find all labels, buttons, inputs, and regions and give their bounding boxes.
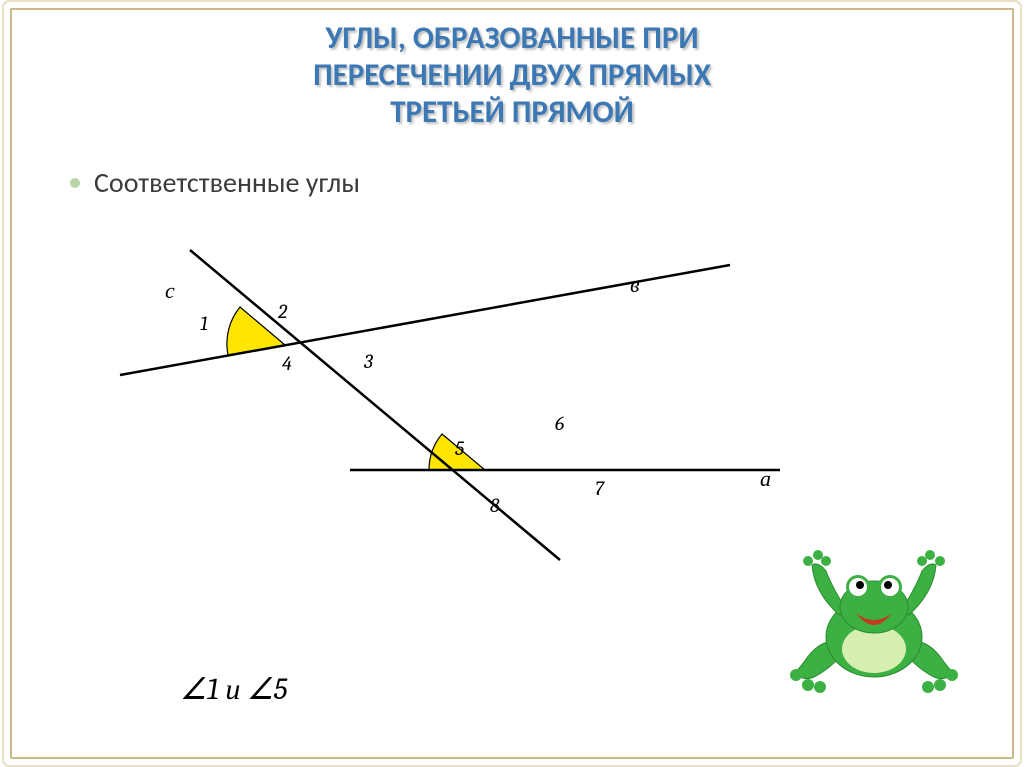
angle-num-7: 7	[595, 477, 605, 500]
frog-icon	[784, 537, 964, 707]
label-a: а	[760, 466, 771, 492]
label-v: в	[630, 272, 640, 298]
geometry-diagram: с в а 1 2 3 4 5 6 7 8	[60, 200, 820, 600]
bullet-text: Соответственные углы	[94, 165, 360, 200]
slide-title: УГЛЫ, ОБРАЗОВАННЫЕ ПРИ ПЕРЕСЕЧЕНИИ ДВУХ …	[0, 20, 1024, 132]
line-transversal	[190, 250, 560, 560]
angle-num-4: 4	[282, 352, 292, 375]
answer-text: ∠1 и ∠5	[180, 672, 287, 707]
angle-num-6: 6	[555, 412, 564, 435]
bullet-row: Соответственные углы	[70, 165, 360, 200]
angle-num-1: 1	[200, 312, 208, 335]
angle-num-8: 8	[490, 494, 500, 517]
bullet-dot-icon	[70, 178, 80, 188]
label-c: с	[165, 278, 175, 304]
angle-num-3: 3	[363, 350, 374, 373]
angle-num-5: 5	[455, 437, 465, 460]
angle-num-2: 2	[277, 300, 288, 323]
